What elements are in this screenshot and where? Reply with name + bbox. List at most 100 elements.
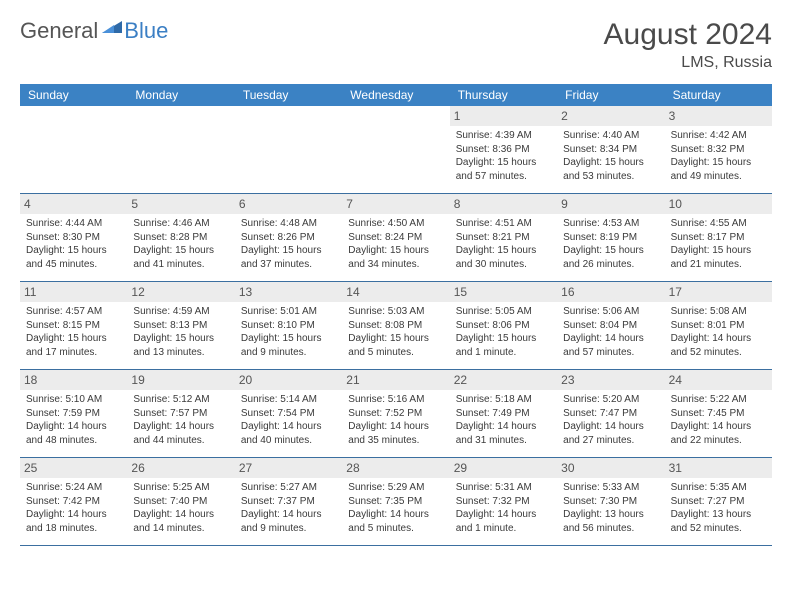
- sunrise-line: Sunrise: 5:12 AM: [133, 393, 228, 407]
- sunset-line: Sunset: 8:01 PM: [671, 319, 766, 333]
- daylight-line-2: and 31 minutes.: [456, 434, 551, 448]
- day-number: 14: [342, 282, 449, 302]
- calendar-cell: 9Sunrise: 4:53 AMSunset: 8:19 PMDaylight…: [557, 194, 664, 282]
- daylight-line-2: and 22 minutes.: [671, 434, 766, 448]
- calendar-grid: 1Sunrise: 4:39 AMSunset: 8:36 PMDaylight…: [20, 106, 772, 546]
- daylight-line-2: and 5 minutes.: [348, 522, 443, 536]
- day-number: 31: [665, 458, 772, 478]
- sunset-line: Sunset: 8:06 PM: [456, 319, 551, 333]
- day-number: 6: [235, 194, 342, 214]
- sunrise-line: Sunrise: 4:40 AM: [563, 129, 658, 143]
- sunset-line: Sunset: 7:52 PM: [348, 407, 443, 421]
- logo: General Blue: [20, 18, 168, 44]
- calendar-cell: 21Sunrise: 5:16 AMSunset: 7:52 PMDayligh…: [342, 370, 449, 458]
- day-number: 28: [342, 458, 449, 478]
- calendar-cell: 12Sunrise: 4:59 AMSunset: 8:13 PMDayligh…: [127, 282, 234, 370]
- daylight-line-1: Daylight: 14 hours: [348, 420, 443, 434]
- sunrise-line: Sunrise: 5:03 AM: [348, 305, 443, 319]
- calendar-cell: 6Sunrise: 4:48 AMSunset: 8:26 PMDaylight…: [235, 194, 342, 282]
- sunset-line: Sunset: 8:34 PM: [563, 143, 658, 157]
- sunrise-line: Sunrise: 5:33 AM: [563, 481, 658, 495]
- day-number: 17: [665, 282, 772, 302]
- sunset-line: Sunset: 8:08 PM: [348, 319, 443, 333]
- daylight-line-1: Daylight: 15 hours: [456, 244, 551, 258]
- sunrise-line: Sunrise: 5:20 AM: [563, 393, 658, 407]
- day-number: 22: [450, 370, 557, 390]
- daylight-line-2: and 52 minutes.: [671, 522, 766, 536]
- daylight-line-2: and 9 minutes.: [241, 522, 336, 536]
- daylight-line-2: and 41 minutes.: [133, 258, 228, 272]
- daylight-line-2: and 45 minutes.: [26, 258, 121, 272]
- title-block: August 2024 LMS, Russia: [604, 18, 772, 72]
- sunrise-line: Sunrise: 4:53 AM: [563, 217, 658, 231]
- daylight-line-1: Daylight: 14 hours: [671, 420, 766, 434]
- daylight-line-1: Daylight: 15 hours: [456, 332, 551, 346]
- sunset-line: Sunset: 8:21 PM: [456, 231, 551, 245]
- logo-text-blue: Blue: [124, 18, 168, 44]
- daylight-line-1: Daylight: 15 hours: [241, 244, 336, 258]
- sunset-line: Sunset: 8:15 PM: [26, 319, 121, 333]
- calendar-cell: 31Sunrise: 5:35 AMSunset: 7:27 PMDayligh…: [665, 458, 772, 546]
- calendar-cell: 29Sunrise: 5:31 AMSunset: 7:32 PMDayligh…: [450, 458, 557, 546]
- sunrise-line: Sunrise: 4:46 AM: [133, 217, 228, 231]
- daylight-line-1: Daylight: 15 hours: [348, 332, 443, 346]
- sunrise-line: Sunrise: 5:22 AM: [671, 393, 766, 407]
- day-number: 13: [235, 282, 342, 302]
- calendar-cell: 16Sunrise: 5:06 AMSunset: 8:04 PMDayligh…: [557, 282, 664, 370]
- calendar-cell: 18Sunrise: 5:10 AMSunset: 7:59 PMDayligh…: [20, 370, 127, 458]
- calendar-cell-empty: [20, 106, 127, 194]
- sunrise-line: Sunrise: 5:10 AM: [26, 393, 121, 407]
- calendar-cell: 5Sunrise: 4:46 AMSunset: 8:28 PMDaylight…: [127, 194, 234, 282]
- sunset-line: Sunset: 8:36 PM: [456, 143, 551, 157]
- calendar-cell-empty: [127, 106, 234, 194]
- logo-text-general: General: [20, 18, 98, 44]
- daylight-line-2: and 40 minutes.: [241, 434, 336, 448]
- daylight-line-1: Daylight: 13 hours: [563, 508, 658, 522]
- calendar-cell: 19Sunrise: 5:12 AMSunset: 7:57 PMDayligh…: [127, 370, 234, 458]
- day-number: 10: [665, 194, 772, 214]
- daylight-line-1: Daylight: 14 hours: [133, 508, 228, 522]
- daylight-line-1: Daylight: 15 hours: [671, 244, 766, 258]
- daylight-line-1: Daylight: 15 hours: [348, 244, 443, 258]
- daylight-line-2: and 1 minute.: [456, 346, 551, 360]
- sunset-line: Sunset: 8:30 PM: [26, 231, 121, 245]
- sunrise-line: Sunrise: 5:18 AM: [456, 393, 551, 407]
- sunrise-line: Sunrise: 5:06 AM: [563, 305, 658, 319]
- calendar-cell: 28Sunrise: 5:29 AMSunset: 7:35 PMDayligh…: [342, 458, 449, 546]
- daylight-line-2: and 18 minutes.: [26, 522, 121, 536]
- daylight-line-2: and 49 minutes.: [671, 170, 766, 184]
- daylight-line-1: Daylight: 14 hours: [241, 508, 336, 522]
- day-number: 29: [450, 458, 557, 478]
- weekday-header: Sunday: [20, 84, 127, 106]
- daylight-line-2: and 52 minutes.: [671, 346, 766, 360]
- daylight-line-1: Daylight: 14 hours: [133, 420, 228, 434]
- calendar-cell: 2Sunrise: 4:40 AMSunset: 8:34 PMDaylight…: [557, 106, 664, 194]
- weekday-header: Tuesday: [235, 84, 342, 106]
- month-title: August 2024: [604, 18, 772, 52]
- sunrise-line: Sunrise: 4:59 AM: [133, 305, 228, 319]
- calendar-cell: 20Sunrise: 5:14 AMSunset: 7:54 PMDayligh…: [235, 370, 342, 458]
- day-number: 12: [127, 282, 234, 302]
- day-number: 11: [20, 282, 127, 302]
- sunset-line: Sunset: 7:47 PM: [563, 407, 658, 421]
- daylight-line-2: and 13 minutes.: [133, 346, 228, 360]
- daylight-line-1: Daylight: 14 hours: [456, 420, 551, 434]
- sunset-line: Sunset: 7:59 PM: [26, 407, 121, 421]
- sunset-line: Sunset: 8:32 PM: [671, 143, 766, 157]
- calendar-cell: 7Sunrise: 4:50 AMSunset: 8:24 PMDaylight…: [342, 194, 449, 282]
- day-number: 26: [127, 458, 234, 478]
- sunrise-line: Sunrise: 5:16 AM: [348, 393, 443, 407]
- daylight-line-1: Daylight: 14 hours: [671, 332, 766, 346]
- calendar-cell: 30Sunrise: 5:33 AMSunset: 7:30 PMDayligh…: [557, 458, 664, 546]
- sunset-line: Sunset: 7:37 PM: [241, 495, 336, 509]
- daylight-line-2: and 37 minutes.: [241, 258, 336, 272]
- calendar-cell-empty: [342, 106, 449, 194]
- day-number: 23: [557, 370, 664, 390]
- daylight-line-1: Daylight: 15 hours: [241, 332, 336, 346]
- day-number: 27: [235, 458, 342, 478]
- calendar-cell: 4Sunrise: 4:44 AMSunset: 8:30 PMDaylight…: [20, 194, 127, 282]
- sunset-line: Sunset: 8:19 PM: [563, 231, 658, 245]
- daylight-line-1: Daylight: 15 hours: [671, 156, 766, 170]
- sunset-line: Sunset: 7:57 PM: [133, 407, 228, 421]
- calendar-cell: 22Sunrise: 5:18 AMSunset: 7:49 PMDayligh…: [450, 370, 557, 458]
